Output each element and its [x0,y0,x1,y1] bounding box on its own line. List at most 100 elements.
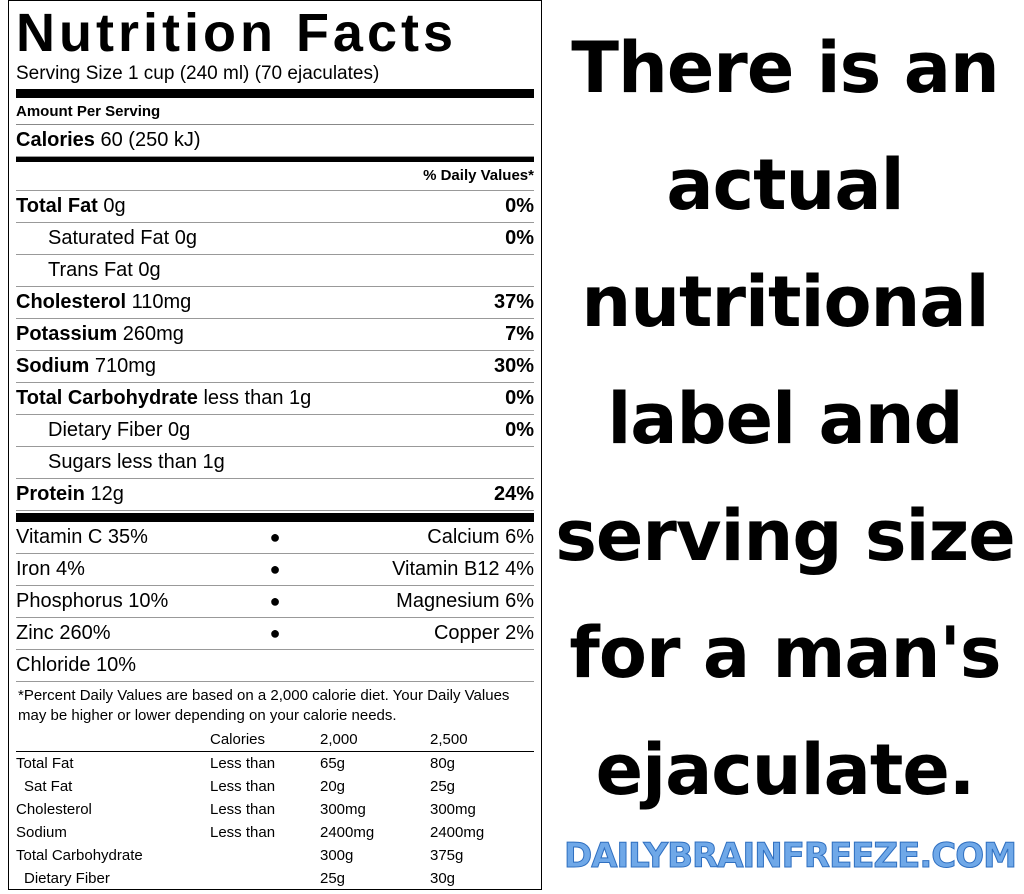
vitamin-row: Zinc 260% ● Copper 2% [16,618,534,650]
nutrient: Total Carbohydrate less than 1g [16,383,311,414]
nutrient-name: Sodium [16,355,90,377]
nutrient: Sodium 710mg [16,351,156,382]
nutrient-name: Saturated Fat [48,227,170,249]
daily-value: 30% [493,355,534,377]
nutrient-amount: 110mg [131,291,192,313]
table-cell: Total Carbohydrate [16,847,143,864]
reference-table: Calories 2,000 2,500 Total Fat Less than 65g 8… [16,728,534,890]
caption-line: label and [607,378,963,460]
nutrient-amount: 260mg [122,323,184,345]
daily-value: 37% [493,291,534,313]
vitamin: Iron 4% [16,558,85,580]
vitamin-list: Vitamin C 35% ● Calcium 6% Iron 4% ● Vitamin … [16,522,534,682]
vitamin-row: Vitamin C 35% ● Calcium 6% [16,522,534,554]
vitamin-row: Phosphorus 10% ● Magnesium 6% [16,586,534,618]
nutrient-name: Potassium [16,323,118,345]
table-cell: 65g [320,755,346,772]
nutrient-row: Total Fat 0g 0% [16,191,534,223]
vitamin: Vitamin B12 4% [392,558,534,580]
nutrient-amount: 0g [103,195,126,217]
watermark: DAILYBRAINFREEZE.COM [563,836,1017,877]
nutrient: Saturated Fat 0g [48,223,197,254]
table-cell [210,867,320,890]
nutrient-name: Trans Fat [48,259,133,281]
daily-value: 7% [505,323,534,345]
nutrient: Total Fat 0g [16,191,126,222]
table-row: Total Carbohydrate 300g 375g [16,844,534,867]
nutrient-name: Total Carbohydrate [16,387,198,409]
daily-value: 0% [505,227,534,249]
nutrient-row: Saturated Fat 0g 0% [16,223,534,255]
caption: There is an actual nutritional label and ser… [550,10,1020,829]
bullet: ● [269,559,281,579]
daily-value: 0% [505,387,534,409]
caption-line: serving size [555,495,1015,577]
table-cell: Less than [210,824,276,841]
vitamin: Copper 2% [433,622,534,644]
divider [16,89,534,98]
table-cell: 300g [320,847,354,864]
table-cell: Dietary Fiber [24,870,110,887]
caption-line: nutritional [581,261,989,343]
daily-value: 0% [505,195,534,217]
nutrient: Dietary Fiber 0g [48,415,190,446]
vitamin: Phosphorus 10% [16,590,169,612]
table-cell: Total Fat [16,755,74,772]
nutrient-amount: 0g [168,419,191,441]
table-cell: Sodium [16,824,67,841]
bullet: ● [269,527,281,547]
vitamin: Magnesium 6% [396,590,534,612]
vitamin: Calcium 6% [427,526,534,548]
nutrient: Potassium 260mg [16,319,184,350]
table-cell: 2400mg [430,824,485,841]
table-row: Cholesterol Less than 300mg 300mg [16,798,534,821]
nutrient: Trans Fat 0g [48,255,161,286]
nutrient-name: Protein [16,483,85,505]
nutrient-amount: 0g [174,227,197,249]
bullet: ● [269,623,281,643]
nutrient-row: Sodium 710mg 30% [16,351,534,383]
nutrient-row: Total Carbohydrate less than 1g 0% [16,383,534,415]
caption-line: actual [666,144,904,226]
table-cell: Sat Fat [24,778,73,795]
table-cell: 375g [430,847,464,864]
table-cell: 2400mg [320,824,375,841]
calories-row: Calories 60 (250 kJ) [16,125,534,157]
label-title: Nutrition Facts [16,3,458,63]
table-cell: 25g [430,778,456,795]
calories-amount: 60 (250 kJ) [100,129,201,151]
nutrient-name: Cholesterol [16,291,127,313]
bullet: ● [269,591,281,611]
table-cell: 20g [320,778,346,795]
caption-line: ejaculate. [595,729,976,811]
nutrient: Sugars less than 1g [48,447,225,478]
nutrient-row: Trans Fat 0g [16,255,534,287]
nutrient-row: Potassium 260mg 7% [16,319,534,351]
nutrient-name: Total Fat [16,195,98,217]
vitamin-row: Chloride 10% [16,650,534,682]
table-row: Sodium Less than 2400mg 2400mg [16,821,534,844]
vitamin: Chloride 10% [16,654,137,676]
vitamin-row: Iron 4% ● Vitamin B12 4% [16,554,534,586]
amount-per-serving: Amount Per Serving [16,100,534,125]
nutrient-amount: less than 1g [116,451,225,473]
table-cell: 80g [430,755,456,772]
table-cell: 300mg [320,801,366,818]
table-header-cell: 2,500 [430,728,534,752]
caption-line: for a man's [569,612,1001,694]
table-cell: 300mg [430,801,476,818]
divider [16,157,534,162]
dv-header: % Daily Values* [16,162,534,191]
nutrient-row: Protein 12g 24% [16,479,534,511]
table-cell: Less than [210,778,276,795]
daily-value: 24% [493,483,534,505]
nutrient-name: Dietary Fiber [48,419,163,441]
divider [16,513,534,522]
nutrition-label: Nutrition Facts Serving Size 1 cup (240 … [8,0,542,890]
table-row: Total Fat Less than 65g 80g [16,752,534,776]
vitamin: Zinc 260% [16,622,111,644]
vitamin: Vitamin C 35% [16,526,148,548]
table-cell: Less than [210,755,276,772]
table-cell: 25g [320,870,346,887]
